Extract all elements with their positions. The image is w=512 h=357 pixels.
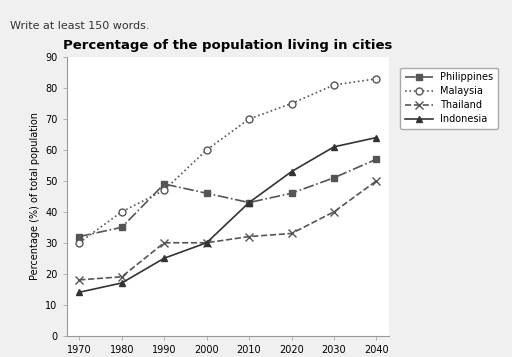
Thailand (373, 179, 379, 183)
Philippines (331, 176, 337, 180)
Thailand (76, 278, 82, 282)
Thailand (246, 235, 252, 239)
Indonesia (119, 281, 125, 285)
Malaysia (331, 83, 337, 87)
Thailand (204, 241, 210, 245)
Line: Indonesia: Indonesia (76, 134, 380, 296)
Philippines (76, 235, 82, 239)
Line: Philippines: Philippines (76, 156, 379, 239)
Malaysia (119, 210, 125, 214)
Indonesia (204, 241, 210, 245)
Line: Malaysia: Malaysia (76, 75, 380, 246)
Indonesia (161, 256, 167, 260)
Indonesia (373, 135, 379, 140)
Indonesia (76, 290, 82, 295)
Thailand (161, 241, 167, 245)
Line: Thailand: Thailand (75, 177, 380, 284)
Indonesia (246, 200, 252, 205)
Philippines (288, 191, 294, 195)
Malaysia (373, 77, 379, 81)
Legend: Philippines, Malaysia, Thailand, Indonesia: Philippines, Malaysia, Thailand, Indones… (400, 67, 498, 129)
Philippines (161, 182, 167, 186)
Philippines (246, 200, 252, 205)
Malaysia (204, 148, 210, 152)
Malaysia (76, 241, 82, 245)
Malaysia (288, 101, 294, 106)
Text: Write at least 150 words.: Write at least 150 words. (10, 21, 150, 31)
Thailand (119, 275, 125, 279)
Malaysia (246, 117, 252, 121)
Thailand (331, 210, 337, 214)
Indonesia (288, 170, 294, 174)
Title: Percentage of the population living in cities: Percentage of the population living in c… (63, 39, 393, 52)
Philippines (119, 225, 125, 230)
Malaysia (161, 188, 167, 192)
Philippines (373, 157, 379, 161)
Indonesia (331, 145, 337, 149)
Philippines (204, 191, 210, 195)
Thailand (288, 231, 294, 236)
Y-axis label: Percentage (%) of total population: Percentage (%) of total population (30, 112, 39, 280)
